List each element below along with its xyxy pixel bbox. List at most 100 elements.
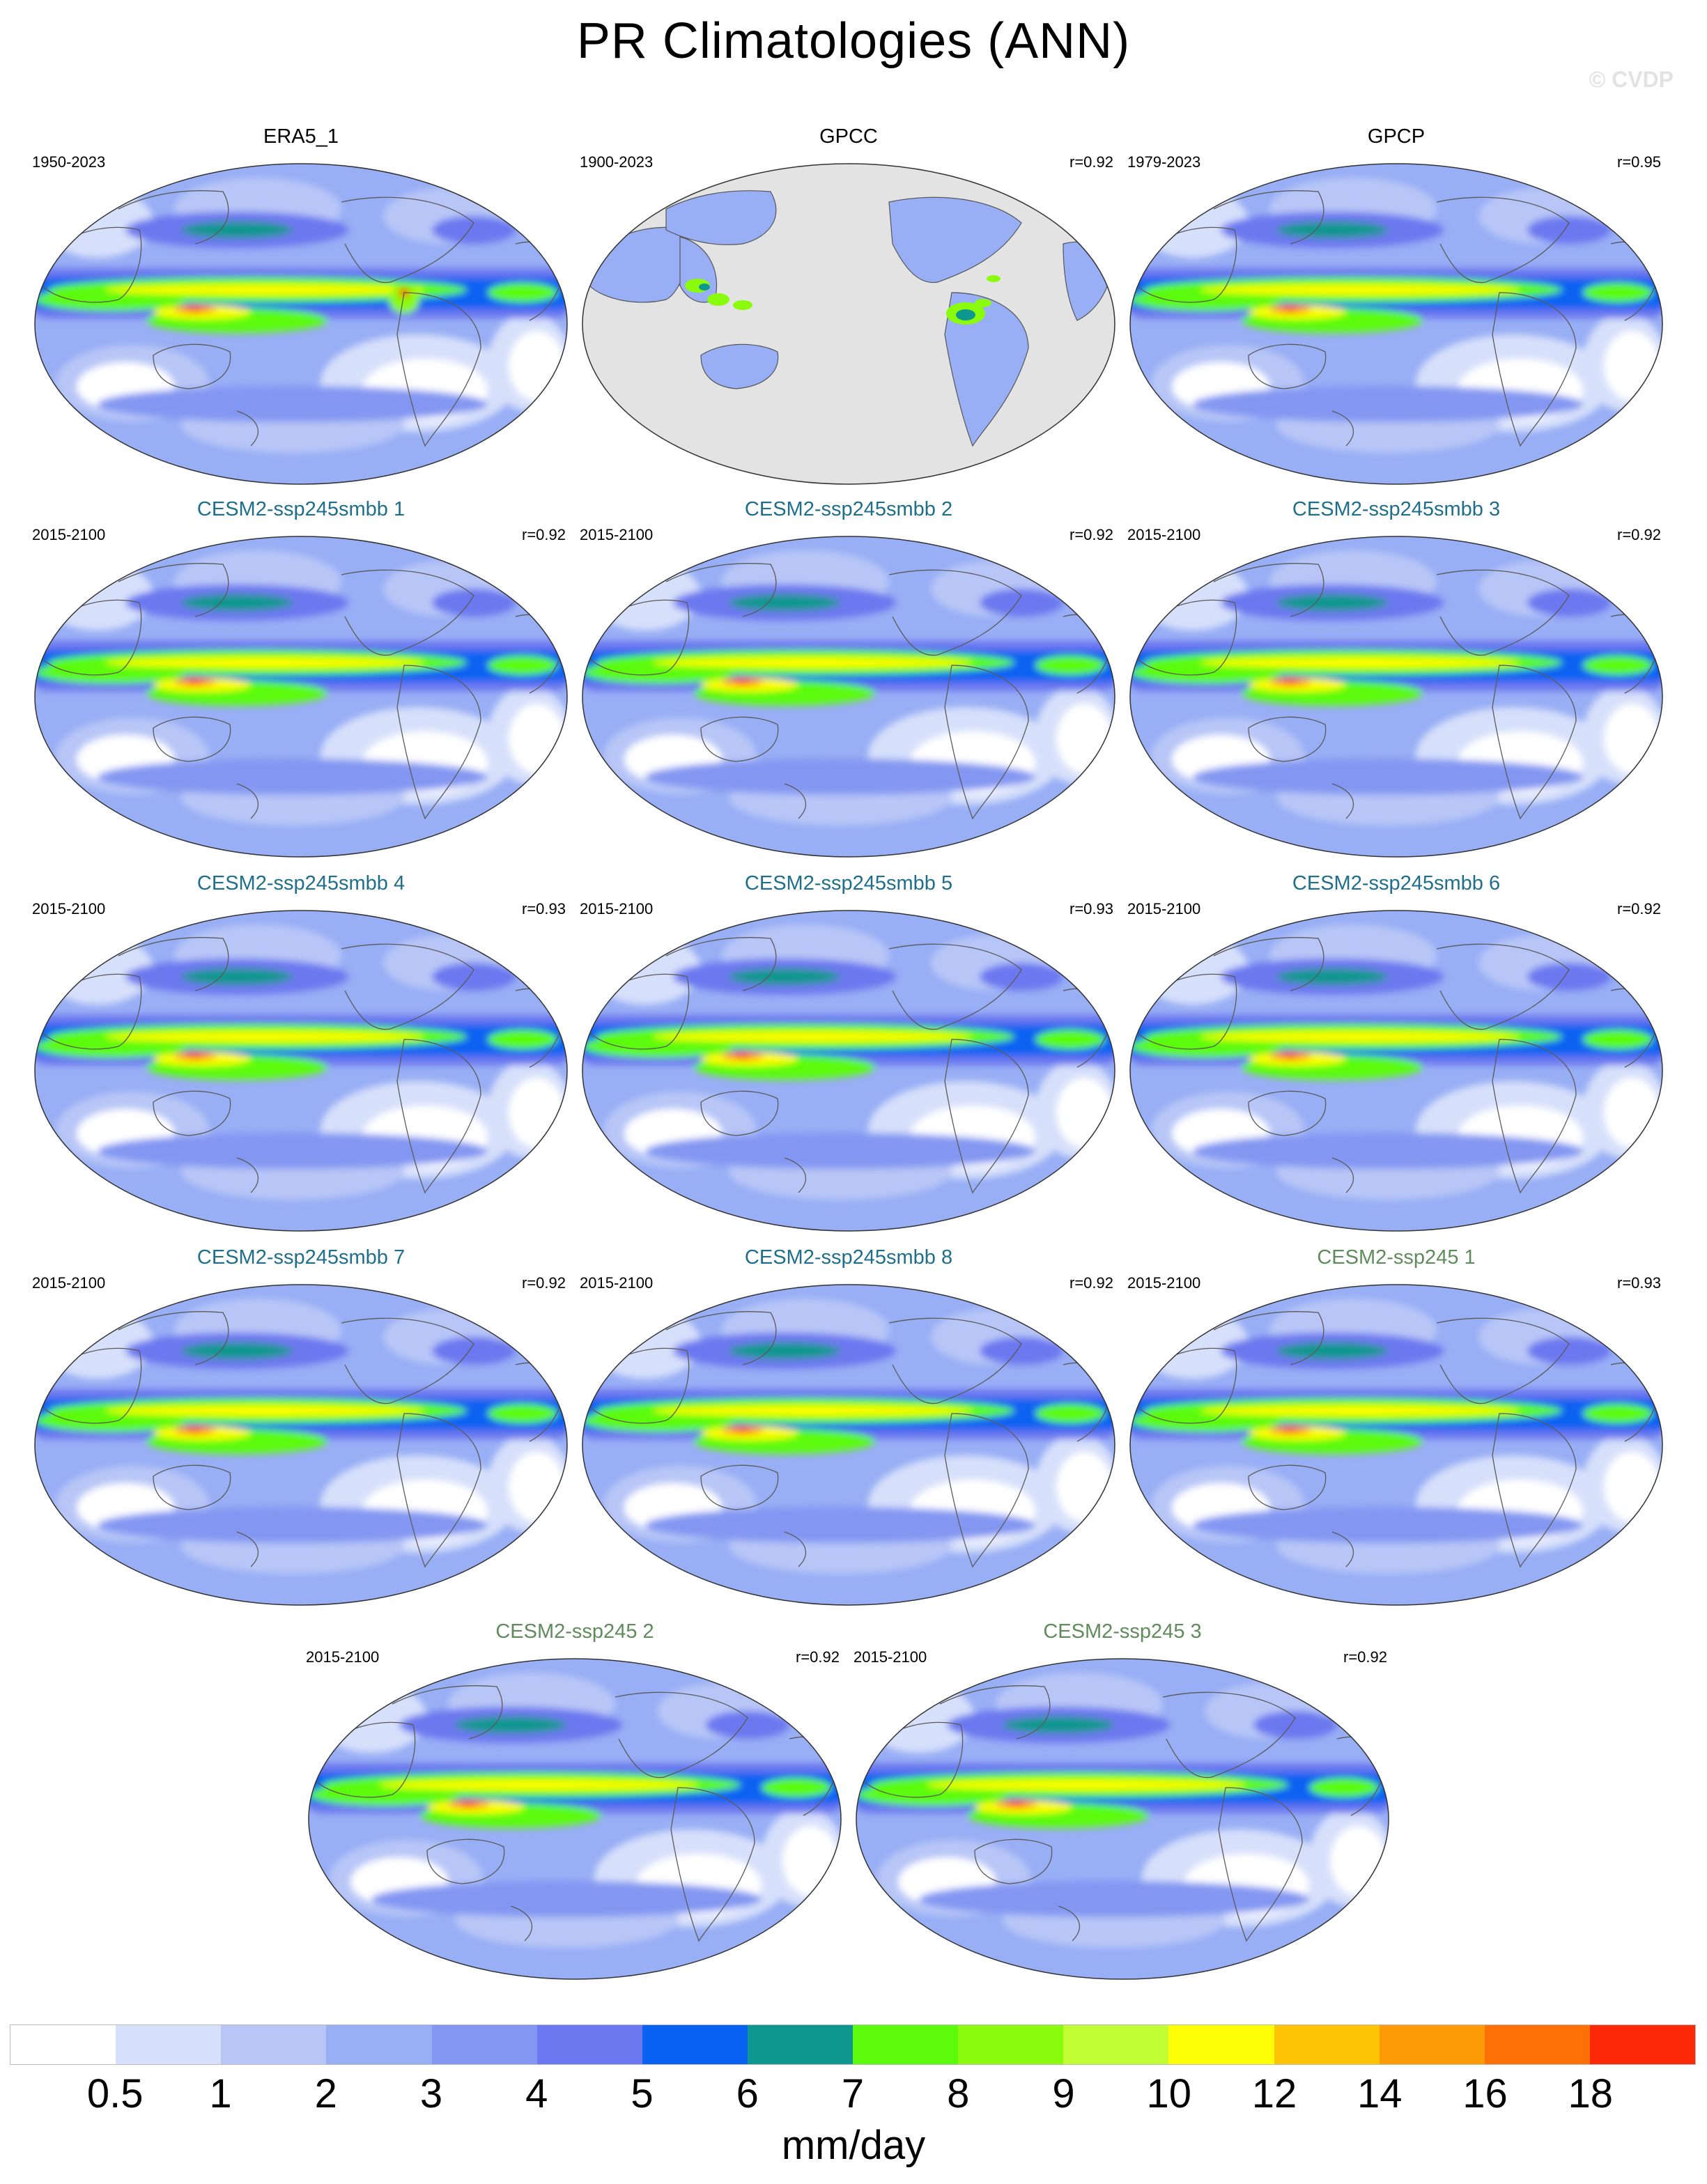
colorbar-tick-label: 14 — [1357, 2071, 1403, 2116]
colorbar-tick-label: 8 — [947, 2071, 970, 2116]
map-panel: ERA5_1 1950-2023 — [28, 125, 574, 488]
panel-title: GPCC — [819, 125, 878, 148]
colorbar-tick-label: 2 — [314, 2071, 337, 2116]
panel-title: CESM2-ssp245smbb 8 — [744, 1246, 953, 1269]
panel-title: CESM2-ssp245smbb 1 — [196, 498, 405, 520]
panel-title: GPCP — [1367, 125, 1426, 148]
colorbar-segment — [1589, 2025, 1695, 2064]
colorbar-tick-label: 12 — [1251, 2071, 1297, 2116]
colorbar-segment — [536, 2025, 642, 2064]
panel-correlation: r=0.92 — [1617, 526, 1661, 543]
panel-years: 2015-2100 — [580, 900, 654, 917]
panel-correlation: r=0.92 — [1069, 153, 1113, 171]
panel-years: 2015-2100 — [580, 1274, 654, 1292]
map-panel: CESM2-ssp245smbb 1 2015-2100 r=0.92 — [28, 498, 574, 860]
colorbar-tick-label: 9 — [1052, 2071, 1075, 2116]
map-panel: CESM2-ssp245smbb 5 2015-2100 r=0.93 — [576, 872, 1122, 1234]
precip-map — [308, 1658, 842, 1980]
precip-map — [856, 1658, 1389, 1980]
panel-years: 2015-2100 — [1127, 900, 1201, 917]
panel-title: CESM2-ssp245smbb 2 — [744, 498, 953, 520]
coastlines — [41, 190, 565, 447]
panel-correlation: r=0.92 — [522, 526, 566, 543]
colorbar-tick-label: 0.5 — [86, 2071, 144, 2116]
land-precip-wet — [685, 275, 1001, 325]
map-panel: CESM2-ssp245smbb 3 2015-2100 r=0.92 — [1123, 498, 1669, 860]
precip-map — [1129, 1284, 1663, 1606]
panel-correlation: r=0.92 — [1343, 1648, 1387, 1666]
precip-map — [34, 1284, 568, 1606]
colorbar-units-label: mm/day — [781, 2123, 926, 2168]
colorbar-segment — [747, 2025, 853, 2064]
colorbar-tick-label: 5 — [631, 2071, 654, 2116]
colorbar-tick-label: 18 — [1568, 2071, 1614, 2116]
panel-years: 2015-2100 — [1127, 526, 1201, 543]
map-panel: CESM2-ssp245smbb 7 2015-2100 r=0.92 — [28, 1246, 574, 1609]
map-panel: CESM2-ssp245smbb 8 2015-2100 r=0.92 — [576, 1246, 1122, 1609]
colorbar-tick-labels: 0.5 1 2 3 4 5 6 7 8 9 10 12 14 16 18 — [0, 2070, 1707, 2126]
panel-title: CESM2-ssp245 2 — [495, 1620, 654, 1643]
map-panel: CESM2-ssp245smbb 2 2015-2100 r=0.92 — [576, 498, 1122, 860]
map-panel: GPCP 1979-2023 r=0.95 — [1123, 125, 1669, 488]
map-panel: CESM2-ssp245smbb 6 2015-2100 r=0.92 — [1123, 872, 1669, 1234]
panel-correlation: r=0.92 — [1069, 1274, 1113, 1292]
colorbar-segment — [116, 2025, 222, 2064]
precip-map — [582, 536, 1115, 858]
colorbar-segment — [326, 2025, 432, 2064]
precip-map — [1129, 910, 1663, 1232]
panel-years: 2015-2100 — [306, 1648, 380, 1666]
map-panel: CESM2-ssp245 3 2015-2100 r=0.92 — [849, 1620, 1396, 1983]
panel-correlation: r=0.93 — [1069, 900, 1113, 917]
panel-title: CESM2-ssp245smbb 5 — [744, 872, 953, 894]
colorbar-tick-label: 1 — [209, 2071, 232, 2116]
coastlines — [1136, 563, 1660, 820]
panel-correlation: r=0.92 — [796, 1648, 840, 1666]
precip-map — [582, 1284, 1115, 1606]
panel-title: CESM2-ssp245smbb 6 — [1292, 872, 1501, 894]
precip-map — [34, 910, 568, 1232]
colorbar-segment — [221, 2025, 327, 2064]
precip-map — [582, 163, 1115, 485]
panel-years: 2015-2100 — [32, 1274, 106, 1292]
colorbar-segment — [1063, 2025, 1169, 2064]
precip-map — [1129, 163, 1663, 485]
colorbar-tick-label: 4 — [525, 2071, 548, 2116]
precip-map — [34, 163, 568, 485]
colorbar — [10, 2024, 1696, 2065]
map-panel: CESM2-ssp245 1 2015-2100 r=0.93 — [1123, 1246, 1669, 1609]
colorbar-segment — [1379, 2025, 1485, 2064]
colorbar-segment — [853, 2025, 959, 2064]
cvdp-watermark: © CVDP — [1589, 67, 1674, 92]
panel-title: CESM2-ssp245smbb 7 — [196, 1246, 405, 1269]
panel-correlation: r=0.93 — [522, 900, 566, 917]
colorbar-tick-label: 6 — [736, 2071, 759, 2116]
panel-years: 1950-2023 — [32, 153, 106, 171]
colorbar-tick-label: 10 — [1146, 2071, 1192, 2116]
coastlines — [315, 1685, 839, 1942]
panel-correlation: r=0.92 — [1617, 900, 1661, 917]
panel-years: 2015-2100 — [1127, 1274, 1201, 1292]
panel-title: CESM2-ssp245smbb 3 — [1292, 498, 1501, 520]
panel-correlation: r=0.93 — [1617, 1274, 1661, 1292]
figure-title: PR Climatologies (ANN) — [576, 13, 1131, 69]
map-panel: CESM2-ssp245smbb 4 2015-2100 r=0.93 — [28, 872, 574, 1234]
colorbar-segment — [958, 2025, 1064, 2064]
panel-years: 2015-2100 — [32, 900, 106, 917]
panel-years: 2015-2100 — [854, 1648, 927, 1666]
panel-years: 2015-2100 — [580, 526, 654, 543]
panel-correlation: r=0.92 — [1069, 526, 1113, 543]
panel-correlation: r=0.92 — [522, 1274, 566, 1292]
colorbar-segment — [10, 2025, 116, 2064]
panel-years: 1979-2023 — [1127, 153, 1201, 171]
panel-years: 2015-2100 — [32, 526, 106, 543]
panel-title: CESM2-ssp245 3 — [1043, 1620, 1202, 1643]
colorbar-segment — [642, 2025, 748, 2064]
colorbar-segment — [1168, 2025, 1274, 2064]
panel-years: 1900-2023 — [580, 153, 654, 171]
precip-map — [1129, 536, 1663, 858]
colorbar-segment — [1274, 2025, 1380, 2064]
map-panel: CESM2-ssp245 2 2015-2100 r=0.92 — [302, 1620, 848, 1983]
panel-title: ERA5_1 — [263, 125, 339, 148]
precip-map — [582, 910, 1115, 1232]
panel-title: CESM2-ssp245 1 — [1317, 1246, 1476, 1269]
